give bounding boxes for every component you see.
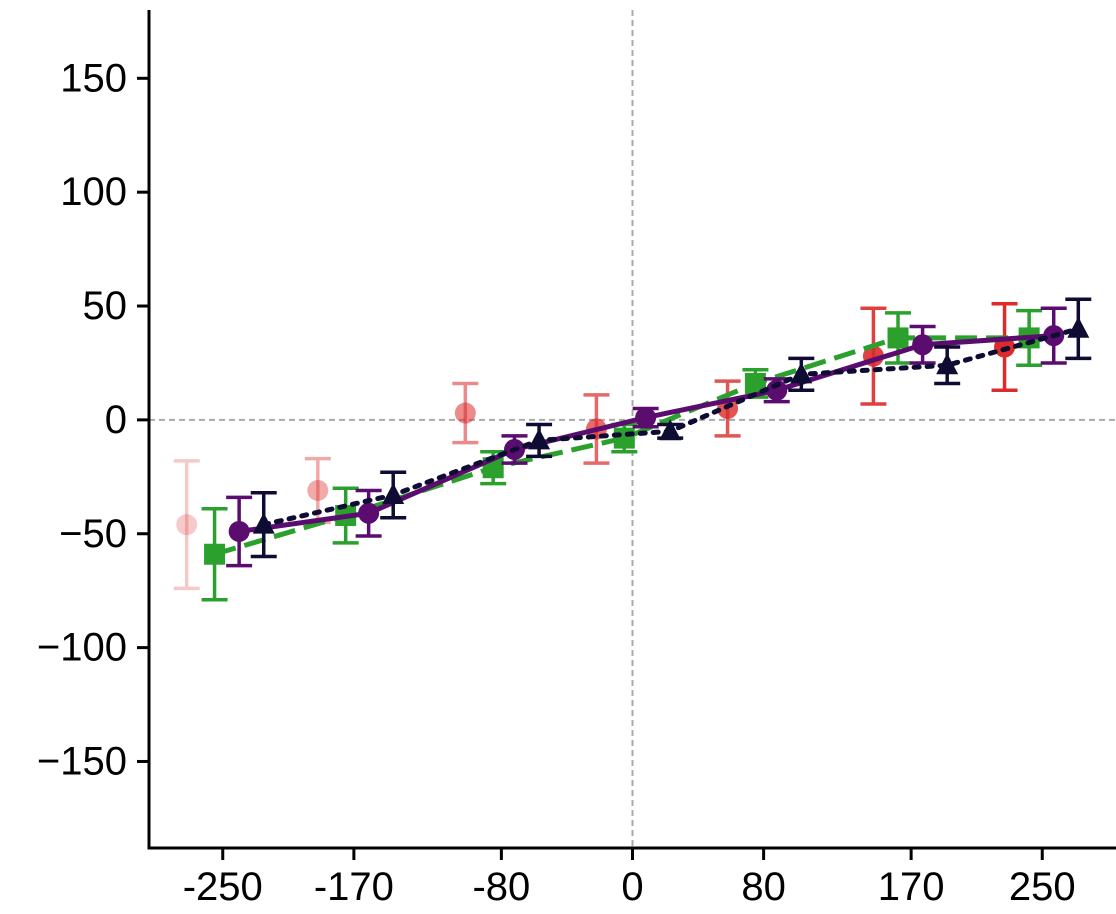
x-tick-label: 0: [621, 865, 643, 909]
y-tick-label: 50: [83, 284, 128, 328]
y-tick-label: −100: [37, 626, 127, 670]
series-1-point-3: [454, 402, 476, 424]
series-layer: [173, 297, 1092, 602]
series-3-point-6: [912, 334, 934, 356]
series-1-point-2: [307, 479, 329, 501]
x-tick-label: 170: [878, 865, 945, 909]
series-4-point-4: [659, 419, 682, 441]
series-3-point-5: [766, 379, 788, 401]
series-4-point-6: [936, 353, 959, 375]
series-4-point-7: [1067, 316, 1090, 338]
x-tick-label: -250: [183, 865, 263, 909]
x-tick-label: 250: [1009, 865, 1076, 909]
series-4-point-5: [790, 362, 813, 384]
series-1-errorbar-1: [173, 459, 200, 591]
series-1-point-1: [176, 514, 198, 536]
y-tick-label: −150: [37, 739, 127, 783]
series-2-point-5: [744, 372, 766, 394]
series-3: [226, 306, 1067, 568]
series-4: [250, 297, 1092, 559]
series-2-point-1: [204, 543, 226, 565]
series-2: [201, 308, 1043, 602]
series-4-point-1: [252, 512, 275, 534]
x-tick-label: -80: [472, 865, 530, 909]
x-tick-label: 80: [741, 865, 786, 909]
series-2-point-4: [613, 427, 635, 449]
series-2-point-6: [887, 327, 909, 349]
y-tick-label: 100: [60, 170, 127, 214]
series-3-point-2: [358, 502, 380, 524]
y-tick-label: −50: [59, 512, 127, 556]
axes: 150 100 50 0 −50 −100 −150 -250 -170 -80 0 80 170 250: [37, 10, 1116, 909]
y-tick-label: 150: [60, 56, 127, 100]
series-3-point-1: [228, 520, 250, 542]
y-tick-label: 0: [105, 398, 127, 442]
series-4-point-3: [528, 428, 551, 450]
x-tick-label: -170: [314, 865, 394, 909]
series-3-point-4: [635, 407, 657, 429]
series-4-point-2: [382, 483, 405, 505]
